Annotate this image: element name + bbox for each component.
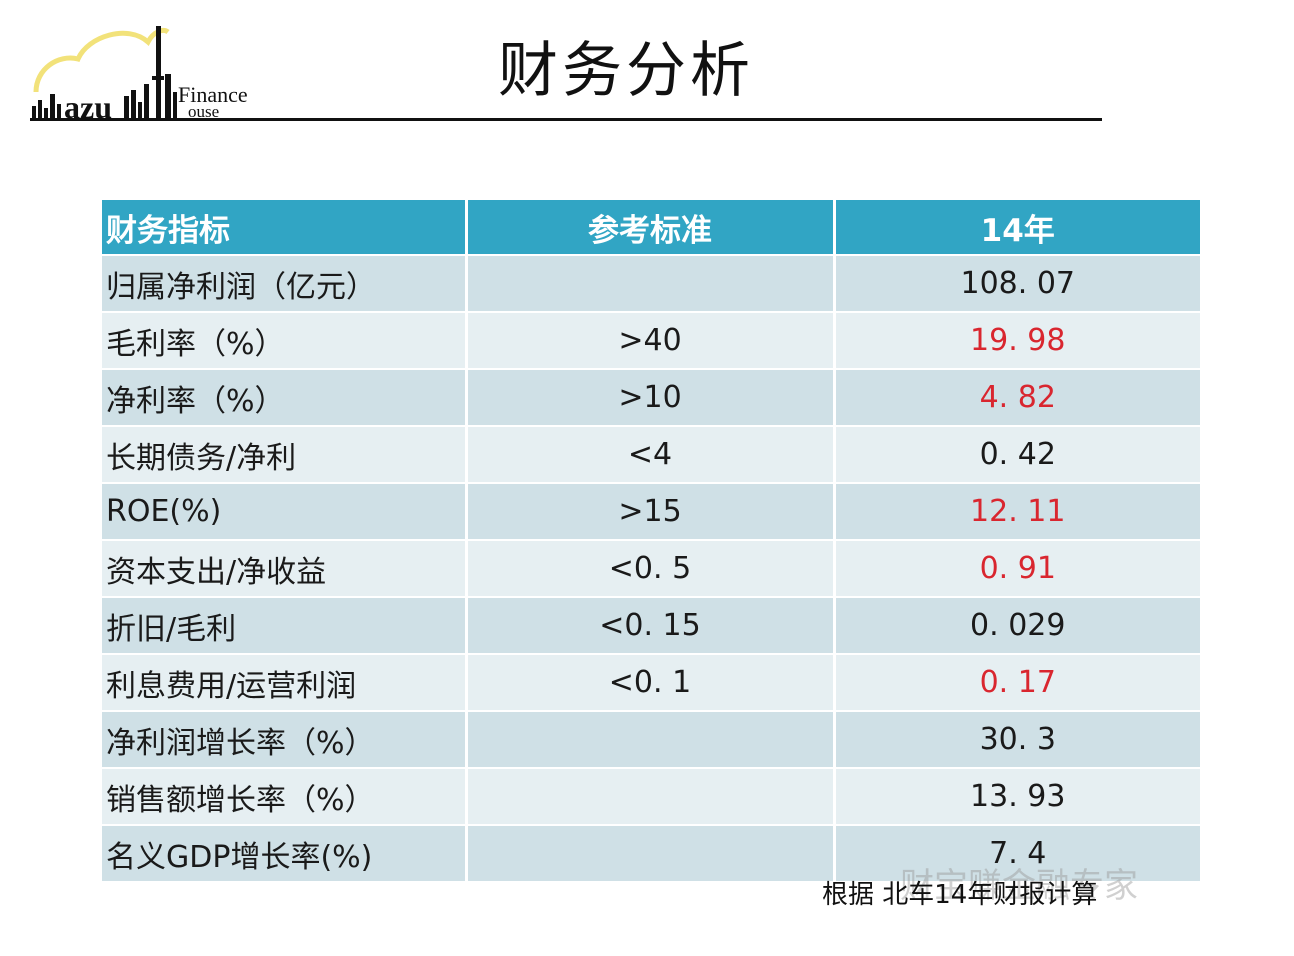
metric-cell: 净利率（%） xyxy=(102,369,468,427)
value-cell: 12. 11 xyxy=(834,483,1200,541)
value-cell: 0. 91 xyxy=(834,540,1200,598)
reference-cell xyxy=(466,825,836,883)
value-cell: 0. 42 xyxy=(834,426,1200,484)
metric-cell: 折旧/毛利 xyxy=(102,597,468,655)
reference-cell xyxy=(466,255,836,313)
value-cell: 0. 17 xyxy=(834,654,1200,712)
header-year: 14年 xyxy=(834,200,1200,256)
table-row: 净利润增长率（%） 30. 3 xyxy=(102,711,1200,769)
value-cell: 0. 029 xyxy=(834,597,1200,655)
slide-title: 财务分析 xyxy=(498,36,754,106)
logo-text-house: ouse xyxy=(188,102,220,121)
metric-cell: 利息费用/运营利润 xyxy=(102,654,468,712)
watermark: 财宝赚金融专家 xyxy=(900,866,1138,906)
metric-cell: 净利润增长率（%） xyxy=(102,711,468,769)
reference-cell: <0. 5 xyxy=(466,540,836,598)
reference-cell: >10 xyxy=(466,369,836,427)
value-cell: 13. 93 xyxy=(834,768,1200,826)
table-row: 折旧/毛利 <0. 15 0. 029 xyxy=(102,597,1200,655)
table-row: 名义GDP增长率(%) 7. 4 xyxy=(102,825,1200,883)
metric-cell: ROE(%) xyxy=(102,483,468,541)
reference-cell xyxy=(466,768,836,826)
table-row: 利息费用/运营利润 <0. 1 0. 17 xyxy=(102,654,1200,712)
reference-cell: >40 xyxy=(466,312,836,370)
svg-text:azu: azu xyxy=(64,89,112,125)
value-cell: 4. 82 xyxy=(834,369,1200,427)
value-cell: 19. 98 xyxy=(834,312,1200,370)
table-row: 净利率（%） >10 4. 82 xyxy=(102,369,1200,427)
skyline-logo-icon: azu xyxy=(30,26,270,125)
reference-cell: >15 xyxy=(466,483,836,541)
header-metric: 财务指标 xyxy=(102,200,468,256)
reference-cell: <4 xyxy=(466,426,836,484)
header-reference: 参考标准 xyxy=(466,200,836,256)
title-underline xyxy=(228,118,1102,121)
reference-cell: <0. 1 xyxy=(466,654,836,712)
metric-cell: 名义GDP增长率(%) xyxy=(102,825,468,883)
value-cell: 108. 07 xyxy=(834,255,1200,313)
table-row: 长期债务/净利 <4 0. 42 xyxy=(102,426,1200,484)
metric-cell: 毛利率（%） xyxy=(102,312,468,370)
metric-cell: 长期债务/净利 xyxy=(102,426,468,484)
table-row: 销售额增长率（%） 13. 93 xyxy=(102,768,1200,826)
company-logo: azu xyxy=(28,14,270,126)
financial-analysis-table: 财务指标 参考标准 14年 归属净利润（亿元） 108. 07 毛利率（%） >40 1… xyxy=(102,200,1200,883)
metric-cell: 归属净利润（亿元） xyxy=(102,255,468,313)
logo-text-finance: Finance xyxy=(178,82,248,107)
table-row: 归属净利润（亿元） 108. 07 xyxy=(102,255,1200,313)
value-cell: 30. 3 xyxy=(834,711,1200,769)
table-row: ROE(%) >15 12. 11 xyxy=(102,483,1200,541)
value-cell: 7. 4 xyxy=(834,825,1200,883)
table-header-row: 财务指标 参考标准 14年 xyxy=(102,200,1200,256)
metric-cell: 资本支出/净收益 xyxy=(102,540,468,598)
table-row: 毛利率（%） >40 19. 98 xyxy=(102,312,1200,370)
metric-cell: 销售额增长率（%） xyxy=(102,768,468,826)
reference-cell: <0. 15 xyxy=(466,597,836,655)
reference-cell xyxy=(466,711,836,769)
table-row: 资本支出/净收益 <0. 5 0. 91 xyxy=(102,540,1200,598)
source-note: 根据 北车14年财报计算 xyxy=(822,880,1098,910)
